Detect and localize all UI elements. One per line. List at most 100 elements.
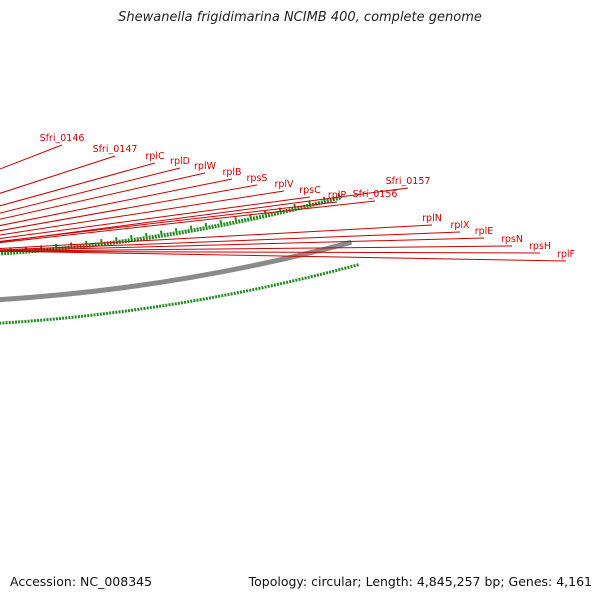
gene-label: rpsH bbox=[529, 241, 551, 252]
gene-label: rpsN bbox=[501, 234, 523, 245]
scale-tick bbox=[199, 297, 202, 302]
outer-tick bbox=[115, 237, 118, 245]
scale-tick bbox=[350, 264, 353, 269]
outer-tick bbox=[166, 232, 170, 237]
outer-tick bbox=[329, 197, 333, 203]
scale-tick bbox=[208, 296, 212, 300]
leader-line bbox=[0, 172, 206, 220]
leader-line bbox=[0, 144, 63, 170]
outer-tick bbox=[263, 210, 268, 218]
leader-line bbox=[0, 187, 409, 243]
gene-label: rplW bbox=[194, 161, 217, 172]
outer-tick bbox=[214, 224, 217, 229]
outer-tick bbox=[199, 226, 202, 232]
gene-labels: Sfri_0146 Sfri_0147 rplC rplD rplW rplB rpsS rp… bbox=[40, 133, 575, 260]
scale-tick bbox=[230, 292, 233, 296]
outer-tick bbox=[219, 219, 223, 228]
outer-tick bbox=[121, 239, 124, 244]
leader-line bbox=[0, 190, 285, 236]
scale-tick bbox=[301, 277, 304, 281]
outer-tick bbox=[193, 227, 196, 233]
scale-tick bbox=[196, 298, 199, 302]
gene-label: rplP bbox=[328, 190, 347, 201]
outer-tick bbox=[189, 225, 193, 233]
scale-tick bbox=[282, 281, 286, 285]
scale-tick bbox=[205, 296, 209, 301]
outer-tick bbox=[270, 212, 274, 217]
scale-tick bbox=[285, 280, 289, 284]
scale-tick bbox=[261, 286, 264, 290]
scale-tick bbox=[344, 266, 347, 270]
scale-tick bbox=[239, 290, 243, 294]
outer-tick bbox=[226, 221, 229, 227]
leader-line bbox=[0, 237, 485, 252]
scale-tick bbox=[288, 279, 292, 284]
outer-tick bbox=[246, 217, 250, 222]
outer-tick bbox=[267, 212, 271, 218]
leader-line bbox=[0, 184, 258, 232]
outer-tick bbox=[243, 218, 247, 223]
outer-tick bbox=[142, 236, 146, 241]
outer-tick bbox=[231, 220, 235, 225]
scale-tick bbox=[264, 285, 267, 289]
scale-tick bbox=[211, 295, 215, 300]
outer-tick bbox=[145, 232, 149, 241]
outer-tick bbox=[159, 230, 164, 238]
leader-line bbox=[0, 231, 461, 251]
scale-tick bbox=[267, 284, 270, 289]
outer-tick bbox=[178, 230, 181, 235]
leader-line bbox=[0, 155, 116, 194]
gene-label: rpsS bbox=[247, 173, 268, 184]
scale-tick bbox=[251, 287, 255, 292]
leader-line bbox=[0, 201, 338, 242]
scale-tick bbox=[322, 271, 326, 276]
gene-label: rplD bbox=[170, 156, 190, 167]
outer-tick bbox=[337, 192, 342, 201]
gene-label: rplF bbox=[557, 249, 575, 260]
outer-tick bbox=[196, 227, 199, 232]
gene-label: rplV bbox=[274, 179, 294, 190]
label-leaders bbox=[0, 144, 567, 262]
gene-label: rplX bbox=[450, 220, 470, 231]
scale-tick bbox=[279, 281, 283, 286]
scale-ticks bbox=[0, 263, 359, 325]
outer-tick bbox=[184, 229, 187, 234]
leader-line bbox=[0, 224, 433, 250]
outer-tick bbox=[228, 221, 232, 226]
outer-tick bbox=[258, 214, 262, 220]
scale-tick bbox=[190, 299, 193, 303]
outer-tick bbox=[139, 236, 143, 241]
scale-tick bbox=[337, 268, 341, 272]
gene-label: rpsC bbox=[299, 185, 321, 196]
scale-tick bbox=[273, 283, 277, 287]
map-title: Shewanella frigidimarina NCIMB 400, comp… bbox=[118, 10, 482, 25]
outer-tick bbox=[211, 224, 214, 229]
scale-tick bbox=[331, 269, 335, 274]
scale-tick bbox=[242, 289, 246, 294]
scale-tick bbox=[328, 270, 332, 274]
gene-label: rplE bbox=[475, 226, 494, 237]
scale-tick bbox=[295, 278, 298, 282]
outer-tick bbox=[148, 235, 152, 240]
scale-tick bbox=[248, 288, 252, 292]
outer-tick bbox=[181, 230, 184, 235]
outer-tick bbox=[157, 233, 161, 239]
outer-tick bbox=[208, 225, 211, 230]
scale-tick bbox=[319, 272, 323, 277]
scale-tick bbox=[227, 292, 230, 297]
scale-tick bbox=[258, 286, 261, 290]
scale-tick bbox=[298, 277, 301, 282]
scale-tick bbox=[270, 284, 274, 288]
outer-tick bbox=[261, 214, 265, 219]
scale-tick bbox=[202, 297, 205, 301]
gene-label: Sfri_0146 bbox=[40, 133, 85, 144]
backbone-line bbox=[0, 239, 353, 303]
outer-tick bbox=[223, 222, 226, 227]
outer-tick bbox=[314, 201, 318, 207]
scale-tick bbox=[276, 282, 280, 287]
leader-line bbox=[0, 250, 541, 254]
outer-tick bbox=[204, 222, 208, 231]
scale-tick bbox=[291, 279, 295, 283]
outer-tick bbox=[174, 228, 179, 236]
